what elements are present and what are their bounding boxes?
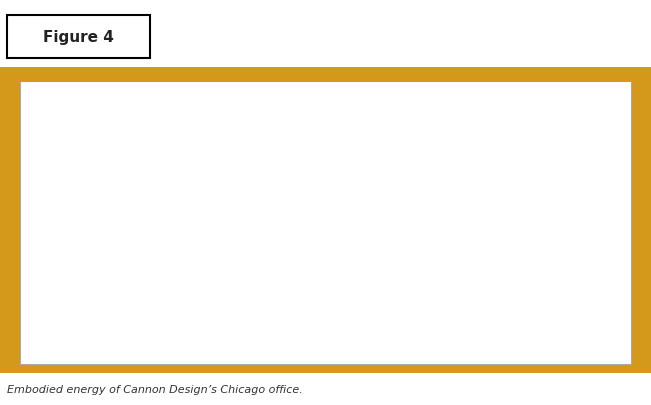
- Wedge shape: [182, 226, 221, 332]
- Wedge shape: [182, 212, 289, 319]
- Text: 2%: 2%: [230, 339, 246, 349]
- Text: Ceiling Finishes: Ceiling Finishes: [374, 264, 458, 274]
- Text: Interior Doors: Interior Doors: [374, 142, 449, 152]
- Text: Interior Partitions: Interior Partitions: [374, 102, 468, 111]
- FancyBboxPatch shape: [338, 137, 359, 157]
- Wedge shape: [182, 226, 234, 325]
- Text: Figure 4: Figure 4: [43, 30, 113, 45]
- FancyBboxPatch shape: [338, 178, 359, 198]
- FancyBboxPatch shape: [338, 219, 359, 238]
- Text: Wall Finishes: Wall Finishes: [374, 183, 443, 193]
- Wedge shape: [182, 153, 276, 226]
- Text: 6%: 6%: [244, 198, 263, 208]
- Text: 4%: 4%: [233, 177, 253, 187]
- FancyBboxPatch shape: [338, 300, 359, 320]
- Text: 19%: 19%: [236, 255, 262, 265]
- Wedge shape: [76, 119, 196, 333]
- Text: 13%: 13%: [199, 152, 225, 162]
- FancyBboxPatch shape: [338, 260, 359, 279]
- FancyBboxPatch shape: [338, 97, 359, 116]
- Text: Movable Furnishings (workstations only): Movable Furnishings (workstations only): [374, 345, 593, 356]
- Text: 52%: 52%: [105, 223, 135, 236]
- Text: Embodied energy of Cannon Design’s Chicago office.: Embodied energy of Cannon Design’s Chica…: [7, 384, 302, 394]
- Text: 4%: 4%: [191, 293, 210, 303]
- Wedge shape: [182, 175, 288, 226]
- Wedge shape: [182, 119, 260, 226]
- Text: Floor Finishes: Floor Finishes: [374, 224, 448, 234]
- Text: Movable Furnishings: Movable Furnishings: [374, 305, 485, 315]
- FancyBboxPatch shape: [338, 341, 359, 360]
